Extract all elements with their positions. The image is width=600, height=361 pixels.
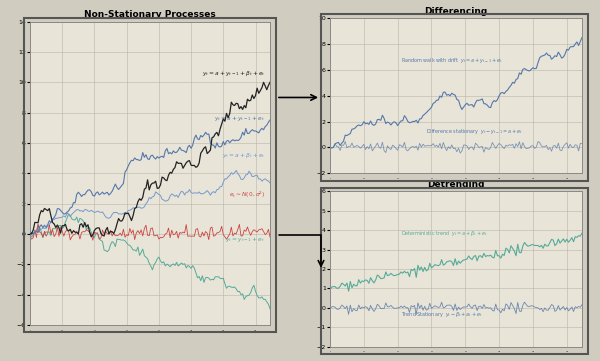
Text: Random walk with drift  $y_t = a + y_{t-1} + e_t$: Random walk with drift $y_t = a + y_{t-1… — [401, 56, 503, 65]
Text: $e_t \sim N(0,\sigma^2)$: $e_t \sim N(0,\sigma^2)$ — [229, 190, 265, 200]
Text: $y_t = a + y_{t-1} + \beta_t + e_t$: $y_t = a + y_{t-1} + \beta_t + e_t$ — [202, 69, 265, 78]
Text: $y_t = a + y_{t-1} + e_t$: $y_t = a + y_{t-1} + e_t$ — [214, 114, 265, 123]
Text: Trend Stationary  $y_t - \beta_t + a_t + e_t$: Trend Stationary $y_t - \beta_t + a_t + … — [401, 309, 482, 318]
Text: Difference stationary  $y_t - y_{t-1} = a + e_t$: Difference stationary $y_t - y_{t-1} = a… — [426, 127, 523, 136]
Title: Non-Stationary Processes: Non-Stationary Processes — [84, 10, 216, 19]
Title: Differencing: Differencing — [424, 7, 488, 16]
Text: $y_t = a + \beta_t + e_t$: $y_t = a + \beta_t + e_t$ — [222, 151, 265, 160]
Title: Detrending: Detrending — [427, 180, 485, 189]
Text: Deterministic trend  $y_t = a + \beta_t + e_t$: Deterministic trend $y_t = a + \beta_t +… — [401, 229, 487, 238]
Text: $y_t = y_{t-1} + e_t$: $y_t = y_{t-1} + e_t$ — [225, 235, 265, 244]
